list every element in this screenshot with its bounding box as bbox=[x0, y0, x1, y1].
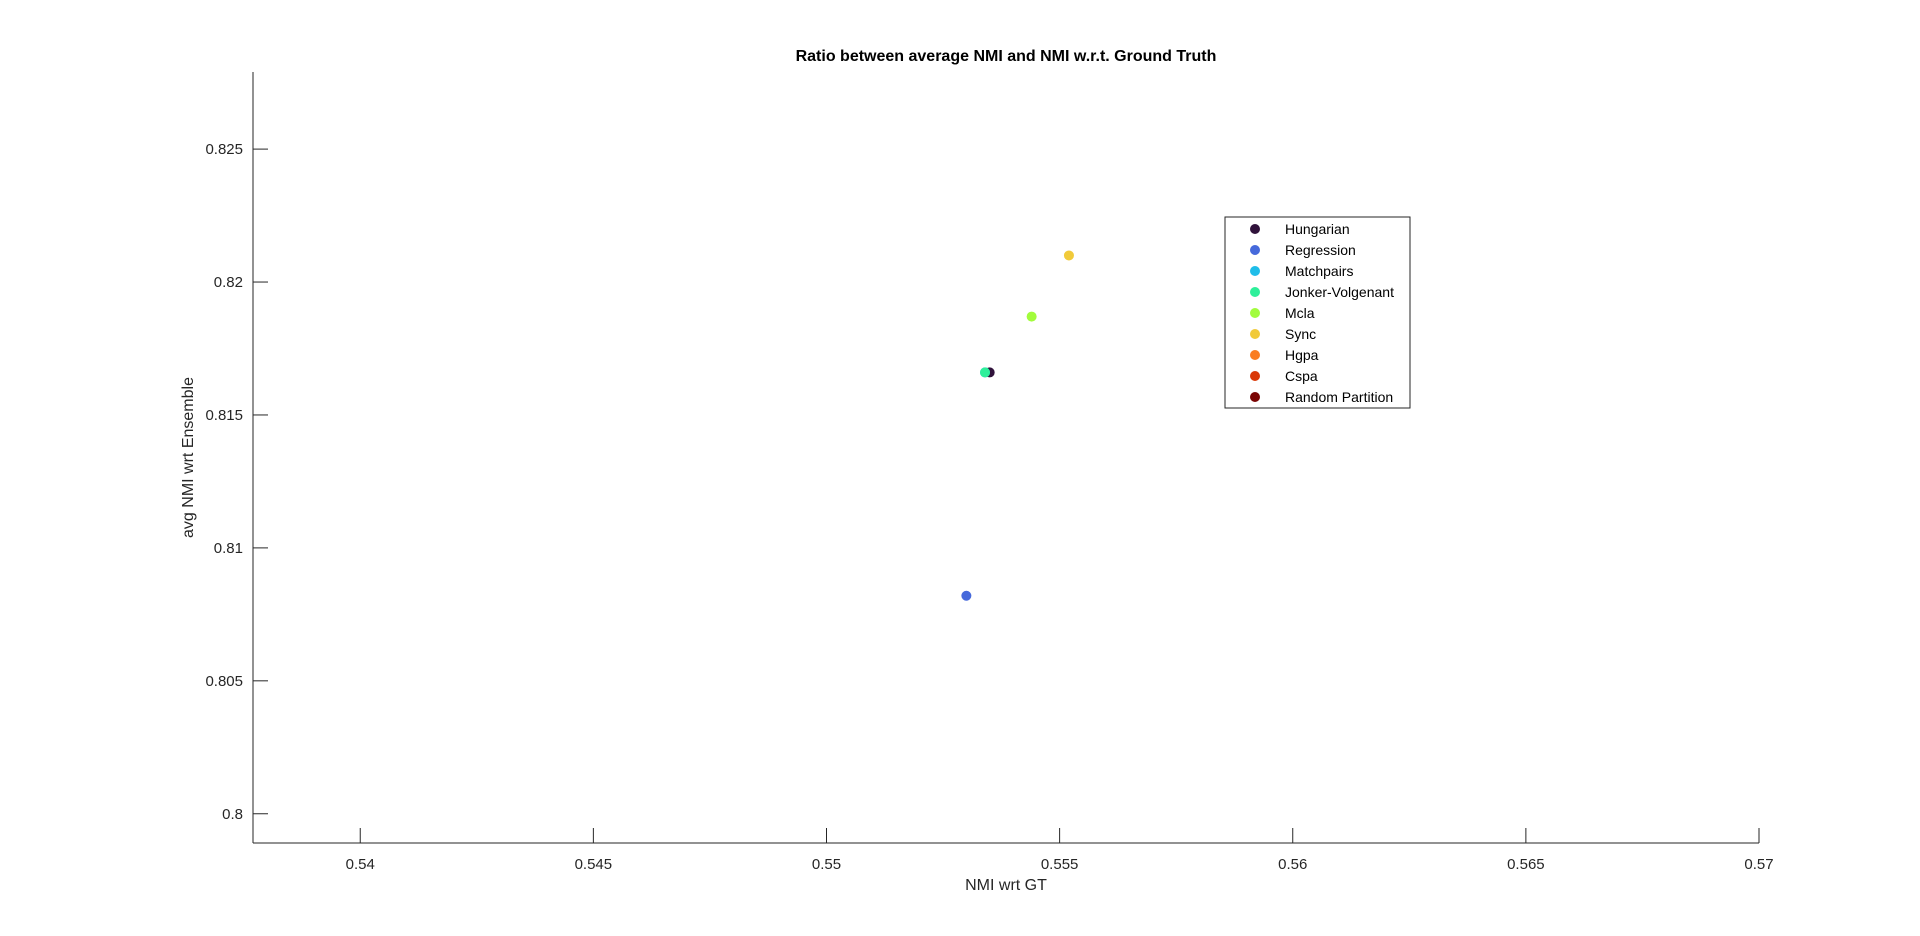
x-axis-ticks: 0.54 0.545 0.55 0.555 0.56 0.565 0.57 bbox=[346, 828, 1774, 873]
point-mcla bbox=[1026, 311, 1037, 322]
y-tick-label: 0.805 bbox=[205, 673, 243, 690]
legend-label-matchpairs: Matchpairs bbox=[1285, 263, 1353, 279]
legend-marker-hgpa bbox=[1250, 350, 1260, 360]
y-axis-label: avg NMI wrt Ensemble bbox=[180, 377, 197, 538]
legend-label-hungarian: Hungarian bbox=[1285, 221, 1350, 237]
point-regression bbox=[961, 590, 972, 601]
x-tick-label: 0.54 bbox=[346, 856, 375, 873]
legend-label-cspa: Cspa bbox=[1285, 368, 1318, 384]
data-points bbox=[961, 250, 1074, 601]
legend-label-sync: Sync bbox=[1285, 326, 1316, 342]
legend-marker-cspa bbox=[1250, 371, 1260, 381]
y-tick-label: 0.81 bbox=[214, 540, 243, 557]
x-axis-label: NMI wrt GT bbox=[965, 877, 1047, 894]
x-tick-label: 0.565 bbox=[1507, 856, 1545, 873]
legend-marker-regression bbox=[1250, 245, 1260, 255]
legend-marker-matchpairs bbox=[1250, 266, 1260, 276]
legend: Hungarian Regression Matchpairs Jonker-Volg… bbox=[1224, 216, 1411, 409]
x-tick-label: 0.57 bbox=[1744, 856, 1773, 873]
axes bbox=[252, 72, 1759, 844]
legend-marker-jonker-volgenant bbox=[1250, 287, 1260, 297]
legend-marker-random-partition bbox=[1250, 392, 1260, 402]
legend-label-jonker-volgenant: Jonker-Volgenant bbox=[1285, 284, 1394, 300]
point-jonker-volgenant bbox=[980, 367, 991, 378]
x-tick-label: 0.55 bbox=[812, 856, 841, 873]
legend-label-hgpa: Hgpa bbox=[1285, 347, 1319, 363]
x-tick-label: 0.56 bbox=[1278, 856, 1307, 873]
legend-marker-mcla bbox=[1250, 308, 1260, 318]
legend-label-mcla: Mcla bbox=[1285, 305, 1315, 321]
chart-title: Ratio between average NMI and NMI w.r.t.… bbox=[796, 48, 1217, 65]
y-axis-ticks: 0.8 0.805 0.81 0.815 0.82 0.825 bbox=[205, 141, 268, 823]
x-tick-label: 0.555 bbox=[1041, 856, 1079, 873]
legend-marker-sync bbox=[1250, 329, 1260, 339]
point-sync bbox=[1063, 250, 1074, 261]
x-tick-label: 0.545 bbox=[575, 856, 613, 873]
legend-marker-hungarian bbox=[1250, 224, 1260, 234]
legend-label-regression: Regression bbox=[1285, 242, 1356, 258]
y-tick-label: 0.825 bbox=[205, 141, 243, 158]
y-tick-label: 0.8 bbox=[222, 806, 243, 823]
legend-label-random-partition: Random Partition bbox=[1285, 389, 1393, 405]
y-tick-label: 0.815 bbox=[205, 407, 243, 424]
y-tick-label: 0.82 bbox=[214, 274, 243, 291]
